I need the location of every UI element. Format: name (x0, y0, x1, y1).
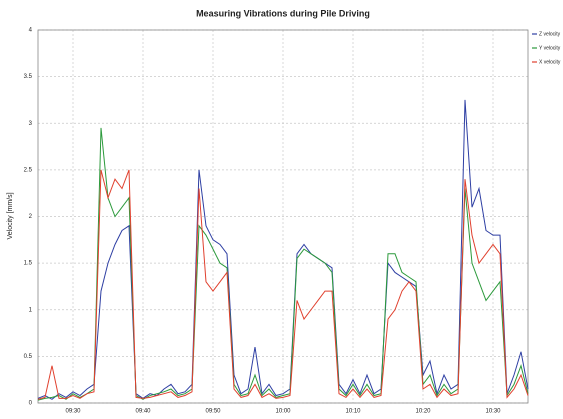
y-tick-label: 1 (29, 307, 33, 313)
x-tick-label: 10:20 (415, 409, 431, 415)
x-tick-label: 09:40 (135, 409, 151, 415)
y-tick-label: 0 (29, 401, 33, 407)
y-tick-label: 3.5 (24, 74, 33, 80)
x-tick-label: 09:50 (205, 409, 221, 415)
y-tick-label: 4 (29, 28, 33, 34)
legend-label: Z velocity (539, 31, 561, 37)
y-tick-label: 3 (29, 121, 33, 127)
y-axis-label: Velocity [mm/s] (7, 192, 14, 239)
series-line (37, 127, 529, 401)
chart-title: Measuring Vibrations during Pile Driving (196, 8, 370, 18)
x-tick-label: 10:30 (485, 409, 501, 415)
y-tick-label: 1.5 (24, 261, 33, 267)
series-line (37, 169, 529, 400)
series-line (37, 99, 529, 400)
y-tick-label: 0.5 (24, 354, 33, 360)
x-tick-label: 09:30 (65, 409, 81, 415)
x-tick-label: 10:00 (275, 409, 291, 415)
legend-label: Y velocity (539, 45, 561, 51)
legend-label: X velocity (539, 59, 561, 65)
y-tick-label: 2 (29, 214, 33, 220)
plot-frame (37, 29, 529, 404)
x-tick-label: 10:10 (345, 409, 361, 415)
y-tick-label: 2.5 (24, 167, 33, 173)
